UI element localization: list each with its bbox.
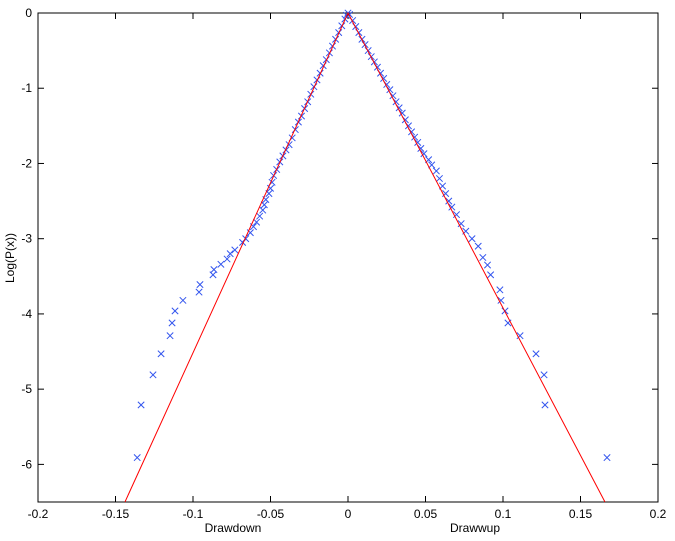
data-point	[483, 261, 492, 269]
x-tick-label: 0.05	[414, 507, 438, 521]
data-point	[217, 260, 225, 268]
data-point	[532, 350, 540, 358]
data-point	[171, 307, 179, 315]
data-point	[496, 286, 504, 294]
data-point	[149, 371, 157, 379]
y-tick-label: -2	[21, 156, 32, 170]
data-point	[414, 138, 422, 146]
data-point	[179, 296, 187, 304]
data-point	[541, 401, 549, 409]
fit-line	[124, 11, 606, 503]
data-point	[259, 206, 267, 214]
data-point	[137, 401, 145, 409]
data-point	[266, 184, 275, 192]
data-point	[223, 255, 231, 263]
data-point	[468, 235, 476, 243]
x-tick-label: -0.05	[257, 507, 285, 521]
x-tick-label: 0.1	[495, 507, 512, 521]
data-point	[260, 201, 268, 209]
x-label-right: Drawwup	[450, 521, 500, 535]
data-point	[497, 296, 505, 304]
x-tick-label: -0.1	[183, 507, 204, 521]
data-point	[195, 288, 203, 296]
data-point	[457, 220, 465, 228]
data-point	[432, 167, 440, 175]
data-point	[345, 10, 354, 19]
data-point	[196, 281, 204, 289]
x-tick-label: -0.2	[28, 507, 49, 521]
y-tick-label: 0	[25, 6, 32, 20]
plot-frame	[37, 12, 659, 503]
data-point	[398, 109, 406, 117]
data-point	[252, 218, 261, 226]
data-point	[420, 150, 428, 158]
data-point	[445, 197, 453, 205]
data-point	[452, 211, 461, 219]
data-point	[168, 319, 176, 327]
data-point	[516, 332, 524, 340]
data-point	[435, 174, 444, 183]
x-tick-label: 0.15	[569, 507, 593, 521]
data-point	[210, 265, 218, 274]
data-point	[448, 203, 456, 211]
data-point	[133, 454, 141, 462]
data-point	[487, 271, 495, 279]
y-label: Log(P(x))	[3, 233, 17, 283]
data-point	[540, 371, 548, 379]
data-point	[157, 350, 165, 358]
data-point	[231, 246, 239, 254]
data-point	[603, 454, 611, 462]
y-tick-label: -1	[21, 81, 32, 95]
y-tick-label: -4	[21, 307, 32, 321]
x-tick-label: 0	[345, 507, 352, 521]
data-point	[166, 332, 174, 340]
y-tick-label: -3	[21, 232, 32, 246]
y-tick-label: -5	[21, 382, 32, 396]
data-point	[256, 212, 264, 220]
data-point	[226, 250, 234, 258]
data-point	[428, 161, 436, 169]
y-tick-label: -6	[21, 457, 32, 471]
x-label-left: Drawdown	[205, 521, 262, 535]
data-point	[246, 229, 254, 237]
x-tick-label: -0.15	[102, 507, 130, 521]
x-tick-label: 0.2	[650, 507, 667, 521]
data-point	[479, 253, 487, 262]
data-point	[474, 242, 482, 250]
data-point	[417, 144, 425, 152]
